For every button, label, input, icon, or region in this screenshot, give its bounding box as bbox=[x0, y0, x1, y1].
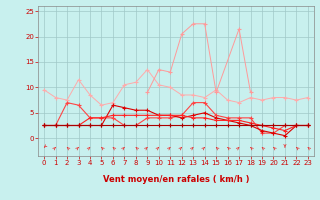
X-axis label: Vent moyen/en rafales ( km/h ): Vent moyen/en rafales ( km/h ) bbox=[103, 174, 249, 184]
